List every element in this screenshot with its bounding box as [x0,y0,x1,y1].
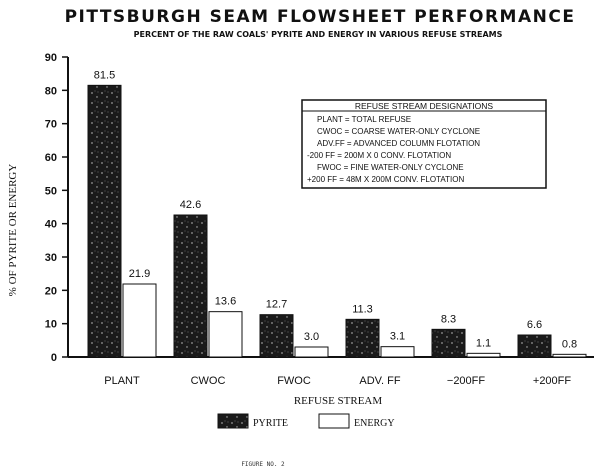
designation-line-5: +200 FF = 48M X 200M CONV. FLOTATION [307,175,464,184]
chart-title: PITTSBURGH SEAM FLOWSHEET PERFORMANCE [65,7,576,27]
y-tick-label: 60 [45,152,57,164]
legend: PYRITE ENERGY [217,413,395,429]
y-tick-label: 70 [45,119,57,131]
y-tick-label: 40 [45,219,57,231]
value-label-energy: 21.9 [129,268,150,280]
y-tick-label: 50 [45,185,57,197]
designation-line-2: ADV.FF = ADVANCED COLUMN FLOTATION [317,139,480,148]
value-label-pyrite: 42.6 [180,199,201,211]
y-axis: 0 10 20 30 40 50 60 70 80 90 [45,52,69,364]
bar-energy [552,353,587,358]
x-tick-label: FWOC [277,375,311,387]
value-labels-group: 81.5 21.9 42.6 13.6 12.7 3.0 11.3 3.1 8.3 1.1 6.6 0… [94,69,577,350]
bar-pyrite [517,334,552,358]
x-tick-label: CWOC [191,375,226,387]
designations-box: REFUSE STREAM DESIGNATIONS PLANT = TOTAL… [301,99,547,189]
value-label-pyrite: 12.7 [266,299,287,311]
designation-line-3: -200 FF = 200M X 0 CONV. FLOTATION [307,151,451,160]
x-tick-label: PLANT [104,375,140,387]
y-tick-label: 20 [45,285,57,297]
bar-energy [466,352,501,358]
value-label-energy: 3.1 [390,331,405,343]
y-tick-label: 90 [45,52,57,64]
y-tick-label: 10 [45,319,57,331]
bar-energy [208,311,243,358]
legend-swatch-pyrite [217,413,249,429]
value-label-pyrite: 81.5 [94,69,115,81]
bar-pyrite [431,328,466,358]
bar-energy [380,346,415,358]
legend-label-energy: ENERGY [354,418,395,429]
x-tick-label: +200FF [533,375,571,387]
bar-pyrite [87,84,122,358]
legend-label-pyrite: PYRITE [253,418,288,429]
value-label-energy: 1.1 [476,337,491,349]
x-tick-label: ADV. FF [359,375,400,387]
designation-line-1: CWOC = COARSE WATER-ONLY CYCLONE [317,127,480,136]
value-label-pyrite: 6.6 [527,319,542,331]
bar-pyrite [345,318,380,358]
value-label-pyrite: 8.3 [441,313,456,325]
chart-subtitle: PERCENT OF THE RAW COALS' PYRITE AND ENE… [134,30,503,39]
x-axis: PLANT CWOC FWOC ADV. FF −200FF +200FF [68,356,594,387]
designations-title: REFUSE STREAM DESIGNATIONS [355,101,494,111]
x-tick-label: −200FF [447,375,485,387]
y-tick-label: 80 [45,85,57,97]
value-label-energy: 13.6 [215,296,236,308]
legend-swatch-energy [318,413,350,429]
x-axis-label: REFUSE STREAM [294,395,383,407]
bar-pyrite [173,214,208,358]
bar-energy [122,283,157,358]
designation-line-0: PLANT = TOTAL REFUSE [317,115,411,124]
y-tick-label: 0 [51,352,57,364]
designation-line-4: FWOC = FINE WATER-ONLY CYCLONE [317,163,464,172]
y-axis-label: % OF PYRITE OR ENERGY [7,164,19,297]
figure-caption: FIGURE NO. 2 [241,461,285,468]
bar-energy [294,346,329,358]
value-label-pyrite: 11.3 [352,303,373,315]
y-tick-label: 30 [45,252,57,264]
bar-pyrite [259,314,294,358]
bars-group [87,84,587,358]
value-label-energy: 3.0 [304,331,319,343]
value-label-energy: 0.8 [562,338,577,350]
